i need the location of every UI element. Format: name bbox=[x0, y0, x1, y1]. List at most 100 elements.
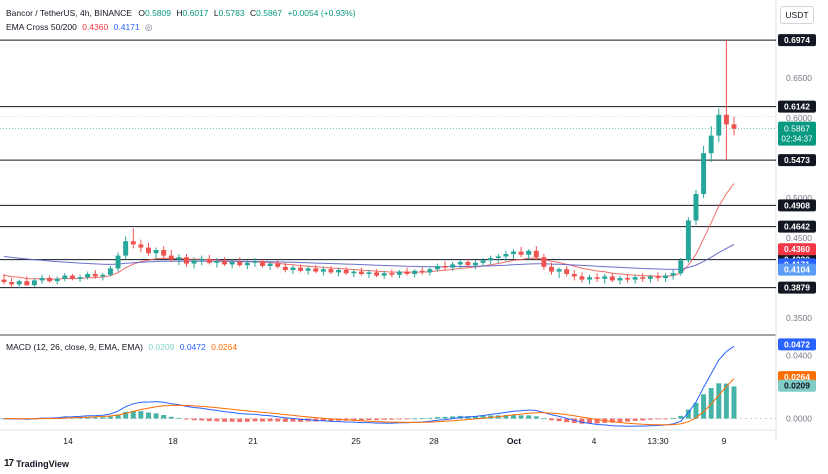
ema200-line bbox=[3, 244, 735, 270]
price-level-badge bbox=[778, 34, 816, 47]
macd-histogram-bar bbox=[222, 418, 227, 422]
candle-body bbox=[9, 282, 15, 285]
price-level-badge bbox=[778, 100, 816, 113]
macd-histogram-bar bbox=[290, 418, 296, 422]
last-price-badge: 0.5867 bbox=[784, 124, 810, 134]
macd-histogram-bar bbox=[678, 415, 684, 419]
macd-histogram-bar bbox=[374, 418, 380, 421]
candle-body bbox=[24, 281, 30, 286]
candle-body bbox=[39, 278, 45, 281]
macd-hist-badge-bg bbox=[778, 379, 816, 392]
candle-body bbox=[625, 278, 631, 280]
candle-body bbox=[290, 267, 296, 270]
candle-body bbox=[472, 262, 478, 266]
macd-histogram-bar bbox=[260, 418, 266, 422]
candle-body bbox=[594, 277, 600, 279]
macd-histogram-bar bbox=[480, 415, 486, 419]
macd-header[interactable]: MACD (12, 26, close, 9, EMA, EMA) 0.0209… bbox=[6, 342, 237, 352]
macd-histogram-bar bbox=[130, 410, 136, 419]
macd-histogram-bar bbox=[434, 417, 440, 419]
candle-body bbox=[16, 281, 22, 285]
price-level-badge bbox=[778, 154, 816, 167]
macd-histogram-bar bbox=[549, 418, 554, 421]
price-level-label: 0.4642 bbox=[784, 222, 810, 232]
macd-histogram-bar bbox=[389, 418, 395, 420]
last-price-badge-bg bbox=[778, 121, 816, 146]
macd-histogram-bar bbox=[609, 418, 615, 423]
candle-body bbox=[146, 247, 151, 254]
candle-body bbox=[457, 262, 463, 265]
candle-body bbox=[533, 250, 539, 258]
candle-body bbox=[488, 258, 494, 261]
candle-body bbox=[320, 269, 326, 272]
macd-histogram-bar bbox=[351, 418, 357, 421]
macd-histogram-bar bbox=[472, 416, 478, 419]
candle-body bbox=[556, 269, 562, 272]
ema-header[interactable]: EMA Cross 50/200 0.4360 0.4171 ◎ bbox=[6, 22, 152, 33]
price-tick-label: 0.6000 bbox=[786, 113, 812, 123]
candle-body bbox=[609, 276, 615, 281]
macd-histogram-bar bbox=[511, 414, 516, 419]
macd-histogram-bar bbox=[85, 417, 91, 419]
macd-histogram-bar bbox=[275, 418, 281, 422]
candle-body bbox=[663, 275, 669, 278]
time-tick-label: 25 bbox=[351, 436, 361, 446]
price-level-badge bbox=[778, 281, 816, 294]
macd-histogram-bar bbox=[594, 418, 600, 424]
ema200b-badge-bg bbox=[778, 263, 816, 276]
macd-histogram-bar bbox=[419, 418, 425, 420]
macd-histogram-bar bbox=[693, 402, 699, 419]
macd-histogram-bar bbox=[442, 416, 448, 419]
macd-histogram-bar bbox=[138, 411, 144, 419]
macd-histogram-bar bbox=[556, 418, 562, 422]
candle-body bbox=[252, 261, 258, 263]
price-level-label: 0.3879 bbox=[784, 283, 810, 293]
candle-body bbox=[396, 271, 402, 275]
macd-histogram-bar bbox=[366, 418, 372, 421]
countdown-badge: 02:34:37 bbox=[781, 135, 813, 144]
ema50-badge: 0.4360 bbox=[784, 244, 810, 254]
candle-body bbox=[206, 258, 212, 263]
macd-histogram-bar bbox=[640, 418, 646, 421]
candle-body bbox=[602, 276, 608, 279]
candle-body bbox=[693, 194, 699, 221]
candle-body bbox=[495, 256, 501, 258]
macd-histogram-bar bbox=[663, 418, 669, 420]
time-tick-label: 13:30 bbox=[647, 436, 669, 446]
macd-histogram-bar bbox=[282, 418, 288, 422]
candle-body bbox=[123, 241, 129, 256]
footer-brand[interactable]: 17 TradingView bbox=[4, 458, 69, 469]
candle-body bbox=[298, 267, 304, 271]
candle-body bbox=[237, 262, 243, 266]
candle-body bbox=[244, 262, 250, 266]
candle-body bbox=[587, 277, 592, 280]
open-label: O bbox=[138, 8, 145, 18]
candle-body bbox=[427, 269, 433, 273]
macd-histogram-bar bbox=[579, 418, 585, 424]
eye-icon[interactable]: ◎ bbox=[145, 22, 153, 32]
macd-histogram-bar bbox=[518, 415, 524, 419]
candle-body bbox=[465, 262, 471, 266]
macd-histogram-bar bbox=[647, 418, 653, 420]
candle-body bbox=[31, 280, 37, 286]
candle-body bbox=[450, 264, 456, 268]
change-value: +0.0054 (+0.93%) bbox=[287, 8, 356, 18]
macd-hist-badge: 0.0209 bbox=[784, 381, 810, 391]
macd-histogram-bar bbox=[708, 388, 714, 419]
macd-histogram-bar bbox=[625, 418, 631, 422]
macd-histogram-bar bbox=[252, 418, 258, 422]
ema200b-badge: 0.4104 bbox=[784, 265, 810, 275]
macd-tick-label: 0.0000 bbox=[786, 414, 812, 424]
quote-currency-button[interactable]: USDT bbox=[780, 6, 814, 24]
macd-histogram-bar bbox=[267, 418, 273, 422]
candle-body bbox=[731, 124, 737, 129]
candle-body bbox=[358, 271, 364, 274]
low-label: L bbox=[213, 8, 219, 18]
candle-body bbox=[670, 273, 676, 276]
macd-histogram-bar bbox=[587, 418, 592, 424]
macd-line-badge-bg bbox=[778, 338, 816, 351]
candle-body bbox=[404, 271, 410, 274]
macd-histogram-bar bbox=[381, 418, 387, 420]
candle-body bbox=[419, 270, 425, 273]
